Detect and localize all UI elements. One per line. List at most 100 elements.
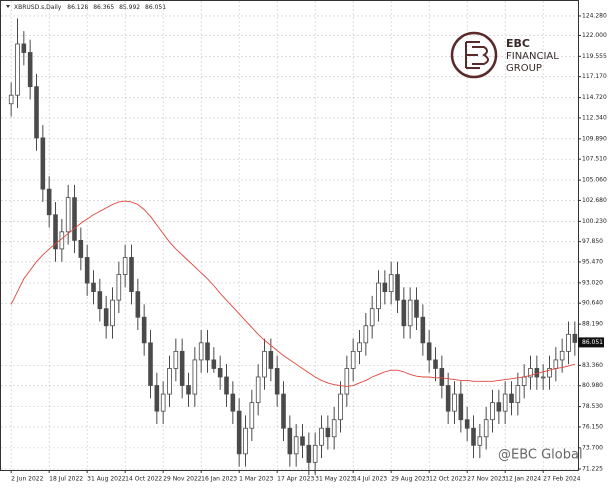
candle-body	[15, 43, 20, 96]
y-tick-label: 73.700	[582, 444, 603, 451]
candle-body	[160, 393, 166, 412]
header: XBRUSD.s,Daily 86.128 86.365 85.992 86.0…	[14, 4, 166, 11]
candle-body	[376, 282, 381, 310]
x-tick-label: 27 Feb 2024	[543, 476, 581, 483]
candle-body	[46, 188, 52, 216]
candle-body	[540, 376, 546, 379]
candle-body	[344, 368, 350, 395]
candle-body	[40, 137, 46, 190]
candle-body	[255, 376, 261, 404]
x-tick-label: 31 May 2023	[315, 476, 354, 483]
symbol: XBRUSD.s,Daily	[14, 4, 62, 11]
x-tick-label: 27 Nov 2023	[467, 476, 506, 483]
candle-body	[471, 427, 476, 446]
candle-body	[110, 299, 115, 327]
candle-body	[515, 385, 521, 404]
candle-body	[154, 385, 160, 412]
plot-border	[0, 0, 579, 471]
candle-body	[192, 359, 198, 395]
y-tick-label: 109.890	[582, 135, 607, 142]
candle-body	[230, 393, 236, 412]
y-tick-label: 88.190	[582, 321, 603, 328]
logo: EBC FINANCIAL GROUP	[450, 31, 559, 79]
candle-body	[8, 94, 14, 105]
x-tick-label: 29 Aug 2023	[391, 476, 430, 483]
candle-body	[148, 342, 153, 386]
candle-body	[122, 257, 128, 275]
x-tick-label: 12 Jan 2024	[505, 476, 541, 483]
candle-body	[458, 393, 464, 421]
candle-body	[319, 427, 324, 446]
candle-body	[53, 214, 58, 250]
candle-body	[27, 52, 33, 88]
candle-body	[401, 299, 407, 327]
candle-body	[559, 350, 565, 361]
candle-body	[78, 239, 84, 258]
candle-body	[534, 368, 540, 378]
y-tick-label: 119.555	[582, 53, 607, 60]
candle-body	[477, 436, 483, 446]
candle-body	[293, 436, 299, 455]
last-price-label: 86.051	[582, 339, 603, 346]
x-tick-label: 12 Oct 2023	[429, 476, 466, 483]
y-tick-label: 76.150	[582, 423, 603, 430]
header-close: 86.051	[145, 4, 166, 11]
candle-body	[224, 376, 229, 395]
y-tick-label: 112.340	[582, 114, 607, 121]
candle-body	[205, 342, 210, 361]
candle-body	[306, 444, 312, 463]
last-price-box	[578, 337, 604, 348]
candle-body	[91, 282, 96, 293]
candle-body	[141, 316, 147, 344]
y-tick-label: 71.225	[582, 466, 603, 473]
candle-body	[287, 427, 293, 455]
candle-body	[249, 402, 255, 429]
candle-body	[395, 274, 400, 301]
candle-body	[274, 368, 280, 395]
y-tick-label: 78.530	[582, 403, 603, 410]
logo-ring	[450, 31, 498, 79]
candle-body	[198, 342, 204, 361]
x-tick-label: 14 Oct 2022	[125, 476, 162, 483]
candle-body	[268, 350, 274, 369]
candle-body	[420, 316, 426, 344]
candle-body	[211, 359, 217, 369]
candle-body	[566, 333, 571, 352]
candle-body	[547, 368, 552, 378]
candle-body	[439, 368, 445, 386]
y-tick-label: 105.060	[582, 177, 607, 184]
candle-body	[528, 368, 533, 378]
x-tick-label: 2 Jun 2022	[11, 476, 43, 483]
candle-body	[325, 427, 331, 438]
candle-body	[426, 342, 432, 361]
candle-body	[509, 393, 514, 404]
logo-line2: GROUP	[506, 63, 542, 74]
candle-body	[357, 342, 362, 352]
y-tick-label: 93.020	[582, 279, 603, 286]
x-tick-label: 14 Jul 2023	[353, 476, 387, 483]
candle-body	[21, 43, 27, 53]
candle-body	[490, 402, 495, 421]
candle-body	[129, 257, 134, 293]
candle-body	[103, 308, 109, 327]
y-tick-label: 95.470	[582, 258, 603, 265]
candle-body	[331, 419, 337, 438]
candle-body	[369, 308, 375, 327]
y-tick-label: 102.680	[582, 197, 607, 204]
candle-body	[300, 436, 305, 446]
header-low: 85.992	[119, 4, 140, 11]
y-tick-label: 83.360	[582, 362, 603, 369]
candle-body	[407, 299, 413, 327]
moving-average	[10, 200, 575, 387]
y-tick-label: 107.510	[582, 156, 607, 163]
y-tick-label: 90.640	[582, 300, 603, 307]
logo-glyph	[465, 41, 489, 69]
candle-body	[338, 393, 343, 421]
y-tick-label: 114.720	[582, 94, 607, 101]
candle-body	[382, 282, 388, 293]
candle-body	[433, 359, 438, 369]
y-tick-label: 117.170	[582, 73, 607, 80]
header-open: 86.128	[67, 4, 88, 11]
watermark: @EBC Global	[498, 448, 583, 463]
